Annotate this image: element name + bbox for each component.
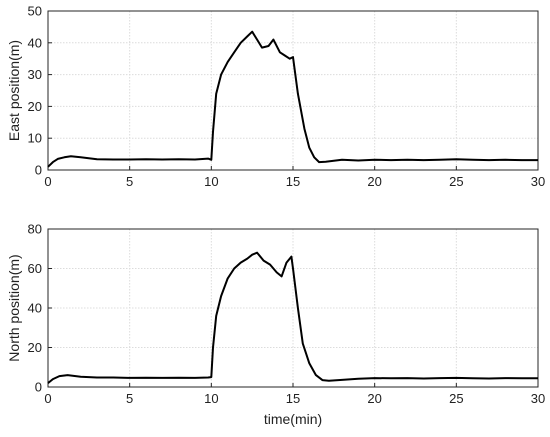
x-tick-label: 10	[204, 174, 218, 189]
x-tick-label: 10	[204, 391, 218, 406]
x-tick-label: 0	[44, 174, 51, 189]
east-position-panel: 0 5 10 15 20 25 30 0 10 20 30 40 50 East position(m…	[6, 4, 545, 190]
x-tick-label: 15	[286, 391, 300, 406]
y-axis-ticks: 0 10 20 30 40 50	[28, 4, 52, 178]
x-axis-ticks: 0 5 10 15 20 25 30	[44, 166, 545, 189]
x-tick-label: 30	[531, 391, 545, 406]
y-tick-label: 40	[28, 301, 42, 316]
x-tick-label: 0	[44, 391, 51, 406]
north-position-series-line	[47, 251, 538, 384]
grid	[48, 229, 538, 387]
y-tick-label: 20	[28, 99, 42, 114]
x-tick-label: 20	[367, 391, 381, 406]
y-axis-label: North position(m)	[6, 254, 22, 361]
north-position-panel: 0 5 10 15 20 25 30 0 20 40 60 80 North position(m)…	[6, 222, 545, 428]
y-tick-label: 60	[28, 261, 42, 276]
x-tick-label: 20	[367, 174, 381, 189]
y-tick-label: 80	[28, 222, 42, 237]
x-tick-label: 5	[126, 174, 133, 189]
y-tick-label: 0	[35, 163, 42, 178]
grid	[48, 11, 538, 170]
y-tick-label: 40	[28, 35, 42, 50]
x-axis-label: time(min)	[264, 411, 322, 427]
y-tick-label: 10	[28, 131, 42, 146]
y-tick-label: 0	[35, 380, 42, 395]
x-tick-label: 5	[126, 391, 133, 406]
x-axis-ticks: 0 5 10 15 20 25 30	[44, 383, 545, 406]
east-position-series-line	[47, 30, 538, 168]
x-tick-label: 30	[531, 174, 545, 189]
x-tick-label: 25	[449, 174, 463, 189]
x-tick-label: 15	[286, 174, 300, 189]
y-axis-label: East position(m)	[6, 40, 22, 141]
y-tick-label: 50	[28, 4, 42, 19]
y-tick-label: 20	[28, 340, 42, 355]
x-tick-label: 25	[449, 391, 463, 406]
y-tick-label: 30	[28, 67, 42, 82]
y-axis-ticks: 0 20 40 60 80	[28, 222, 52, 395]
